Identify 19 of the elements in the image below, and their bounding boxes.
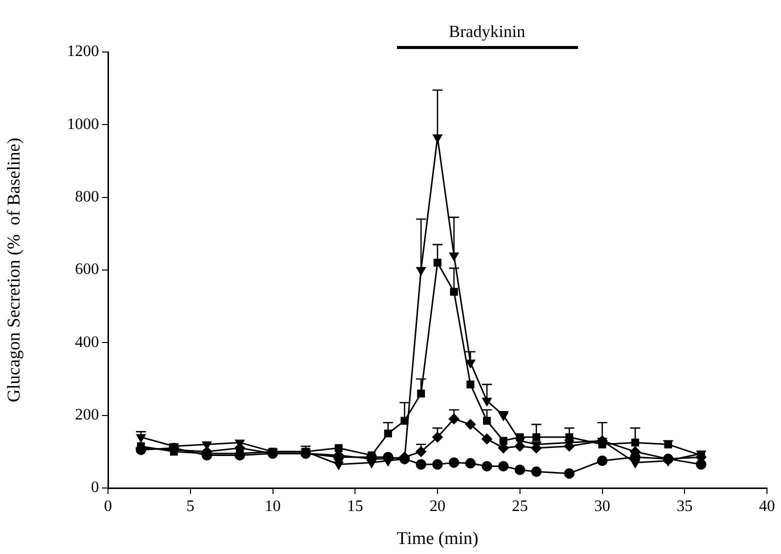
text: Bradykinin <box>448 22 526 41</box>
y-axis-title: Glucagon Secretion (% of Baseline) <box>4 138 24 402</box>
x-axis-title: Time (min) <box>396 528 478 548</box>
y-tick-label: 800 <box>75 188 99 206</box>
y-tick-label: 400 <box>75 334 99 351</box>
x-tick-label: 30 <box>594 498 610 515</box>
x-tick-label: 25 <box>512 498 528 515</box>
x-tick-label: 40 <box>759 498 775 515</box>
y-tick-label: 600 <box>75 261 99 278</box>
y-tick-label: 1200 <box>67 43 99 60</box>
x-tick-label: 15 <box>347 498 364 515</box>
x-tick-label: 20 <box>430 498 446 515</box>
x-tick-label: 5 <box>186 498 194 515</box>
y-tick-label: 200 <box>75 406 99 424</box>
x-tick-label: 0 <box>104 498 112 515</box>
y-tick-label: 0 <box>91 479 99 496</box>
x-tick-label: 35 <box>676 498 693 515</box>
y-tick-label: 1000 <box>67 116 99 133</box>
x-tick-label: 10 <box>264 498 281 515</box>
